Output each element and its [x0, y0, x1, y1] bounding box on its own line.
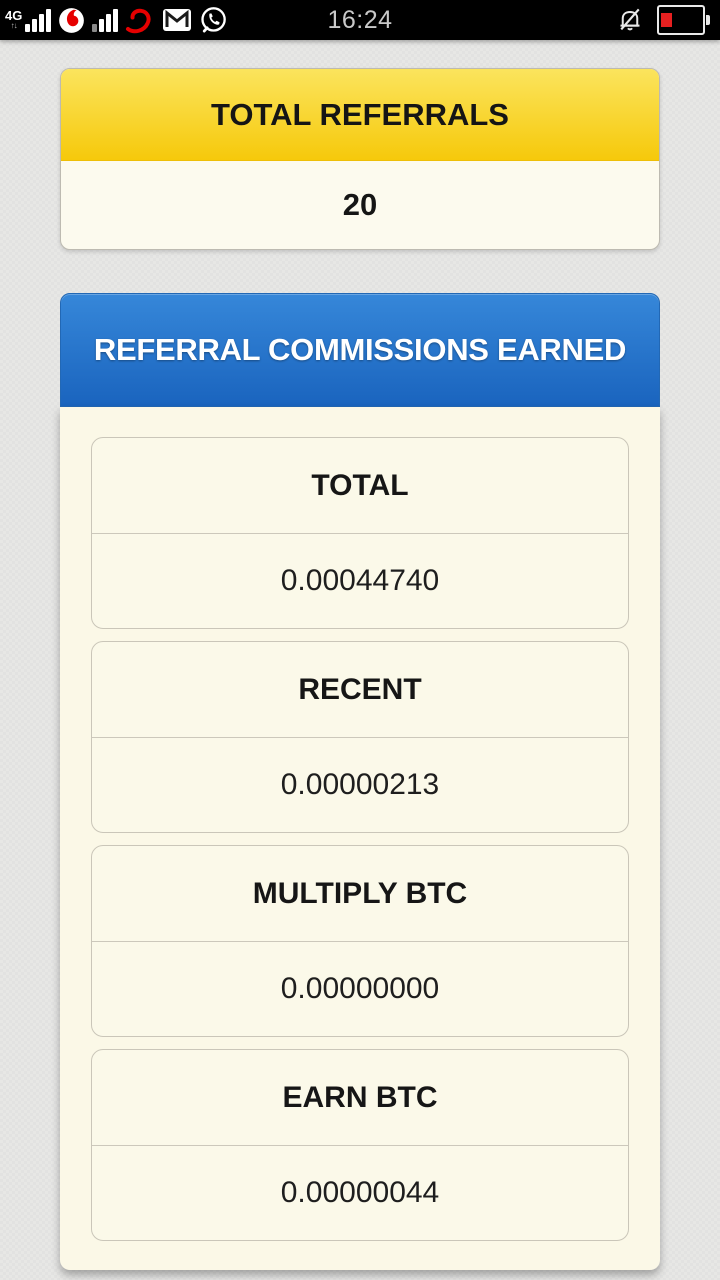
total-referrals-header: TOTAL REFERRALS: [61, 69, 659, 161]
stat-label-text: EARN BTC: [282, 1080, 438, 1114]
stat-value-text: 0.00000213: [280, 768, 440, 801]
network-type-text: 4G: [5, 8, 23, 23]
referral-commissions-card: REFERRAL COMMISSIONS EARNED TOTAL 0.0004…: [60, 293, 660, 1270]
signal-4g-icon: 4G ↑↓: [5, 8, 52, 32]
stat-value-text: 0.00000000: [280, 972, 440, 1005]
stat-label: TOTAL: [92, 438, 628, 534]
stat-label-text: RECENT: [298, 672, 422, 706]
whatsapp-icon: [199, 6, 227, 34]
data-activity-arrows-icon: ↑↓: [10, 21, 18, 30]
stat-value: 0.00000213: [92, 738, 628, 832]
signal-bars-icon: [92, 8, 119, 32]
stat-value-text: 0.00044740: [280, 564, 440, 597]
stat-value: 0.00044740: [92, 534, 628, 628]
stat-label-text: MULTIPLY BTC: [252, 876, 468, 910]
stat-label: EARN BTC: [92, 1050, 628, 1146]
referral-commissions-header: REFERRAL COMMISSIONS EARNED: [60, 293, 660, 407]
status-bar-right-icons: [615, 0, 710, 40]
total-referrals-card: TOTAL REFERRALS 20: [60, 68, 660, 250]
status-bar: 4G ↑↓: [0, 0, 720, 40]
total-referrals-title: TOTAL REFERRALS: [211, 96, 509, 132]
airtel-icon: [125, 7, 155, 34]
battery-level-fill: [661, 13, 672, 27]
stat-value-text: 0.00000044: [280, 1176, 440, 1209]
status-clock: 16:24: [327, 6, 393, 34]
gmail-icon: [162, 8, 192, 32]
stat-label-text: TOTAL: [311, 468, 409, 502]
stat-card-earn-btc: EARN BTC 0.00000044: [91, 1049, 629, 1241]
stat-card-total: TOTAL 0.00044740: [91, 437, 629, 629]
total-referrals-value: 20: [342, 187, 378, 222]
stat-value: 0.00000000: [92, 942, 628, 1036]
network-type-label: 4G ↑↓: [5, 9, 22, 30]
stat-card-multiply-btc: MULTIPLY BTC 0.00000000: [91, 845, 629, 1037]
status-bar-left-icons: 4G ↑↓: [5, 0, 227, 40]
stat-label: MULTIPLY BTC: [92, 846, 628, 942]
battery-low-icon: [657, 5, 710, 35]
stat-label: RECENT: [92, 642, 628, 738]
stat-card-recent: RECENT 0.00000213: [91, 641, 629, 833]
stat-value: 0.00000044: [92, 1146, 628, 1240]
referral-commissions-title: REFERRAL COMMISSIONS EARNED: [93, 332, 627, 367]
bell-muted-icon: [615, 5, 645, 35]
signal-strength-bars-icon: [25, 8, 52, 32]
referral-commissions-body: TOTAL 0.00044740 RECENT 0.00000213 MULTI…: [60, 407, 660, 1270]
vodafone-icon: [58, 7, 85, 34]
